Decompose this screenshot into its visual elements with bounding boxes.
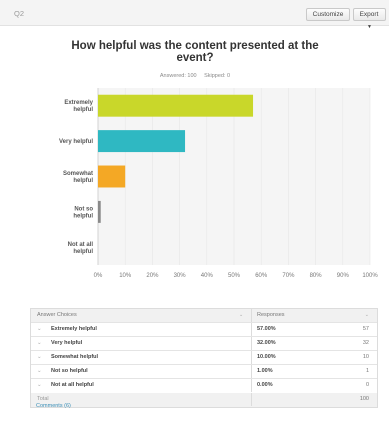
answer-choice: Somewhat helpful: [51, 354, 99, 360]
x-tick-label: 90%: [337, 273, 350, 279]
answer-choice: Extremely helpful: [51, 326, 97, 332]
skipped-count: Skipped: 0: [204, 73, 231, 79]
bar-chart: 0% 10% 20% 30% 40% 50% 60% 70% 80% 90% 100% Extreme…: [59, 88, 378, 279]
x-tick-label: 10%: [119, 273, 132, 279]
question-number: Q2: [14, 9, 25, 18]
bar-not-so-helpful[interactable]: [98, 200, 101, 223]
category-label: Not so helpful: [73, 206, 93, 219]
x-tick-label: 20%: [146, 273, 159, 279]
sort-answer-icon[interactable]: ⌄: [239, 312, 244, 318]
response-percent: 1.00%: [257, 368, 273, 374]
column-divider: [251, 351, 252, 364]
category-label: Extremely helpful: [64, 100, 93, 113]
customize-button[interactable]: Customize: [306, 8, 350, 21]
response-percent: 10.00%: [257, 354, 276, 360]
expand-row-icon[interactable]: ⌄: [37, 368, 42, 374]
column-divider: [251, 309, 252, 322]
expand-row-icon[interactable]: ⌄: [37, 326, 42, 332]
answer-choice: Very helpful: [51, 340, 83, 346]
comments-link[interactable]: Comments (6): [36, 403, 71, 409]
x-tick-label: 70%: [282, 273, 295, 279]
question-header-bar: Q2 Customize Export ▼: [0, 0, 389, 30]
column-divider: [251, 393, 252, 406]
response-count: 0: [365, 382, 369, 388]
table-row: ⌄ Extremely helpful 57.00% 57: [31, 323, 377, 337]
bar-extremely-helpful[interactable]: [98, 94, 254, 117]
x-tick-label: 100%: [362, 273, 378, 279]
category-label: Not at all helpful: [68, 242, 94, 255]
caret-down-icon: ▼: [367, 24, 372, 30]
category-label: Very helpful: [59, 139, 93, 145]
responses-table: Answer Choices ⌄ Responses ⌄ ⌄ Extremely …: [30, 308, 378, 408]
response-count: 10: [362, 354, 369, 360]
x-tick-label: 60%: [255, 273, 268, 279]
x-tick-label: 80%: [310, 273, 323, 279]
sort-responses-icon[interactable]: ⌄: [364, 312, 369, 318]
table-row: ⌄ Somewhat helpful 10.00% 10: [31, 351, 377, 365]
export-button[interactable]: Export ▼: [353, 8, 386, 30]
x-tick-label: 50%: [228, 273, 241, 279]
x-tick-label: 40%: [201, 273, 214, 279]
category-label: Somewhat helpful: [63, 171, 93, 184]
table-header: Answer Choices ⌄ Responses ⌄: [31, 309, 377, 323]
expand-row-icon[interactable]: ⌄: [37, 340, 42, 346]
table-row: ⌄ Very helpful 32.00% 32: [31, 337, 377, 351]
bar-chart-svg: 0% 10% 20% 30% 40% 50% 60% 70% 80% 90% 100% Extreme…: [59, 88, 378, 279]
column-divider: [251, 379, 252, 392]
response-count: 1: [365, 368, 369, 374]
column-divider: [251, 323, 252, 336]
response-count: 57: [362, 326, 369, 332]
bar-somewhat-helpful[interactable]: [98, 165, 126, 188]
export-label: Export: [359, 11, 379, 18]
answer-choice: Not so helpful: [51, 368, 88, 374]
response-percent: 32.00%: [257, 340, 276, 346]
table-row: ⌄ Not at all helpful 0.00% 0: [31, 379, 377, 393]
table-body: ⌄ Extremely helpful 57.00% 57 ⌄ Very helpful 3…: [31, 323, 377, 393]
total-label: Total: [37, 396, 49, 402]
bar-very-helpful[interactable]: [98, 130, 186, 153]
x-tick-label: 30%: [174, 273, 187, 279]
table-total-row: Total 100: [31, 393, 377, 407]
expand-row-icon[interactable]: ⌄: [37, 382, 42, 388]
table-row: ⌄ Not so helpful 1.00% 1: [31, 365, 377, 379]
x-tick-label: 0%: [94, 273, 103, 279]
total-value: 100: [359, 396, 369, 402]
answer-choice: Not at all helpful: [51, 382, 94, 388]
question-title: How helpful was the content presented at…: [71, 40, 319, 64]
header-responses[interactable]: Responses: [257, 312, 285, 318]
response-stats: Answered: 100 Skipped: 0: [120, 73, 270, 79]
response-percent: 57.00%: [257, 326, 276, 332]
header-answer-choices[interactable]: Answer Choices: [37, 312, 77, 318]
expand-row-icon[interactable]: ⌄: [37, 354, 42, 360]
response-percent: 0.00%: [257, 382, 273, 388]
column-divider: [251, 337, 252, 350]
response-count: 32: [362, 340, 369, 346]
answered-count: Answered: 100: [159, 73, 197, 79]
column-divider: [251, 365, 252, 378]
